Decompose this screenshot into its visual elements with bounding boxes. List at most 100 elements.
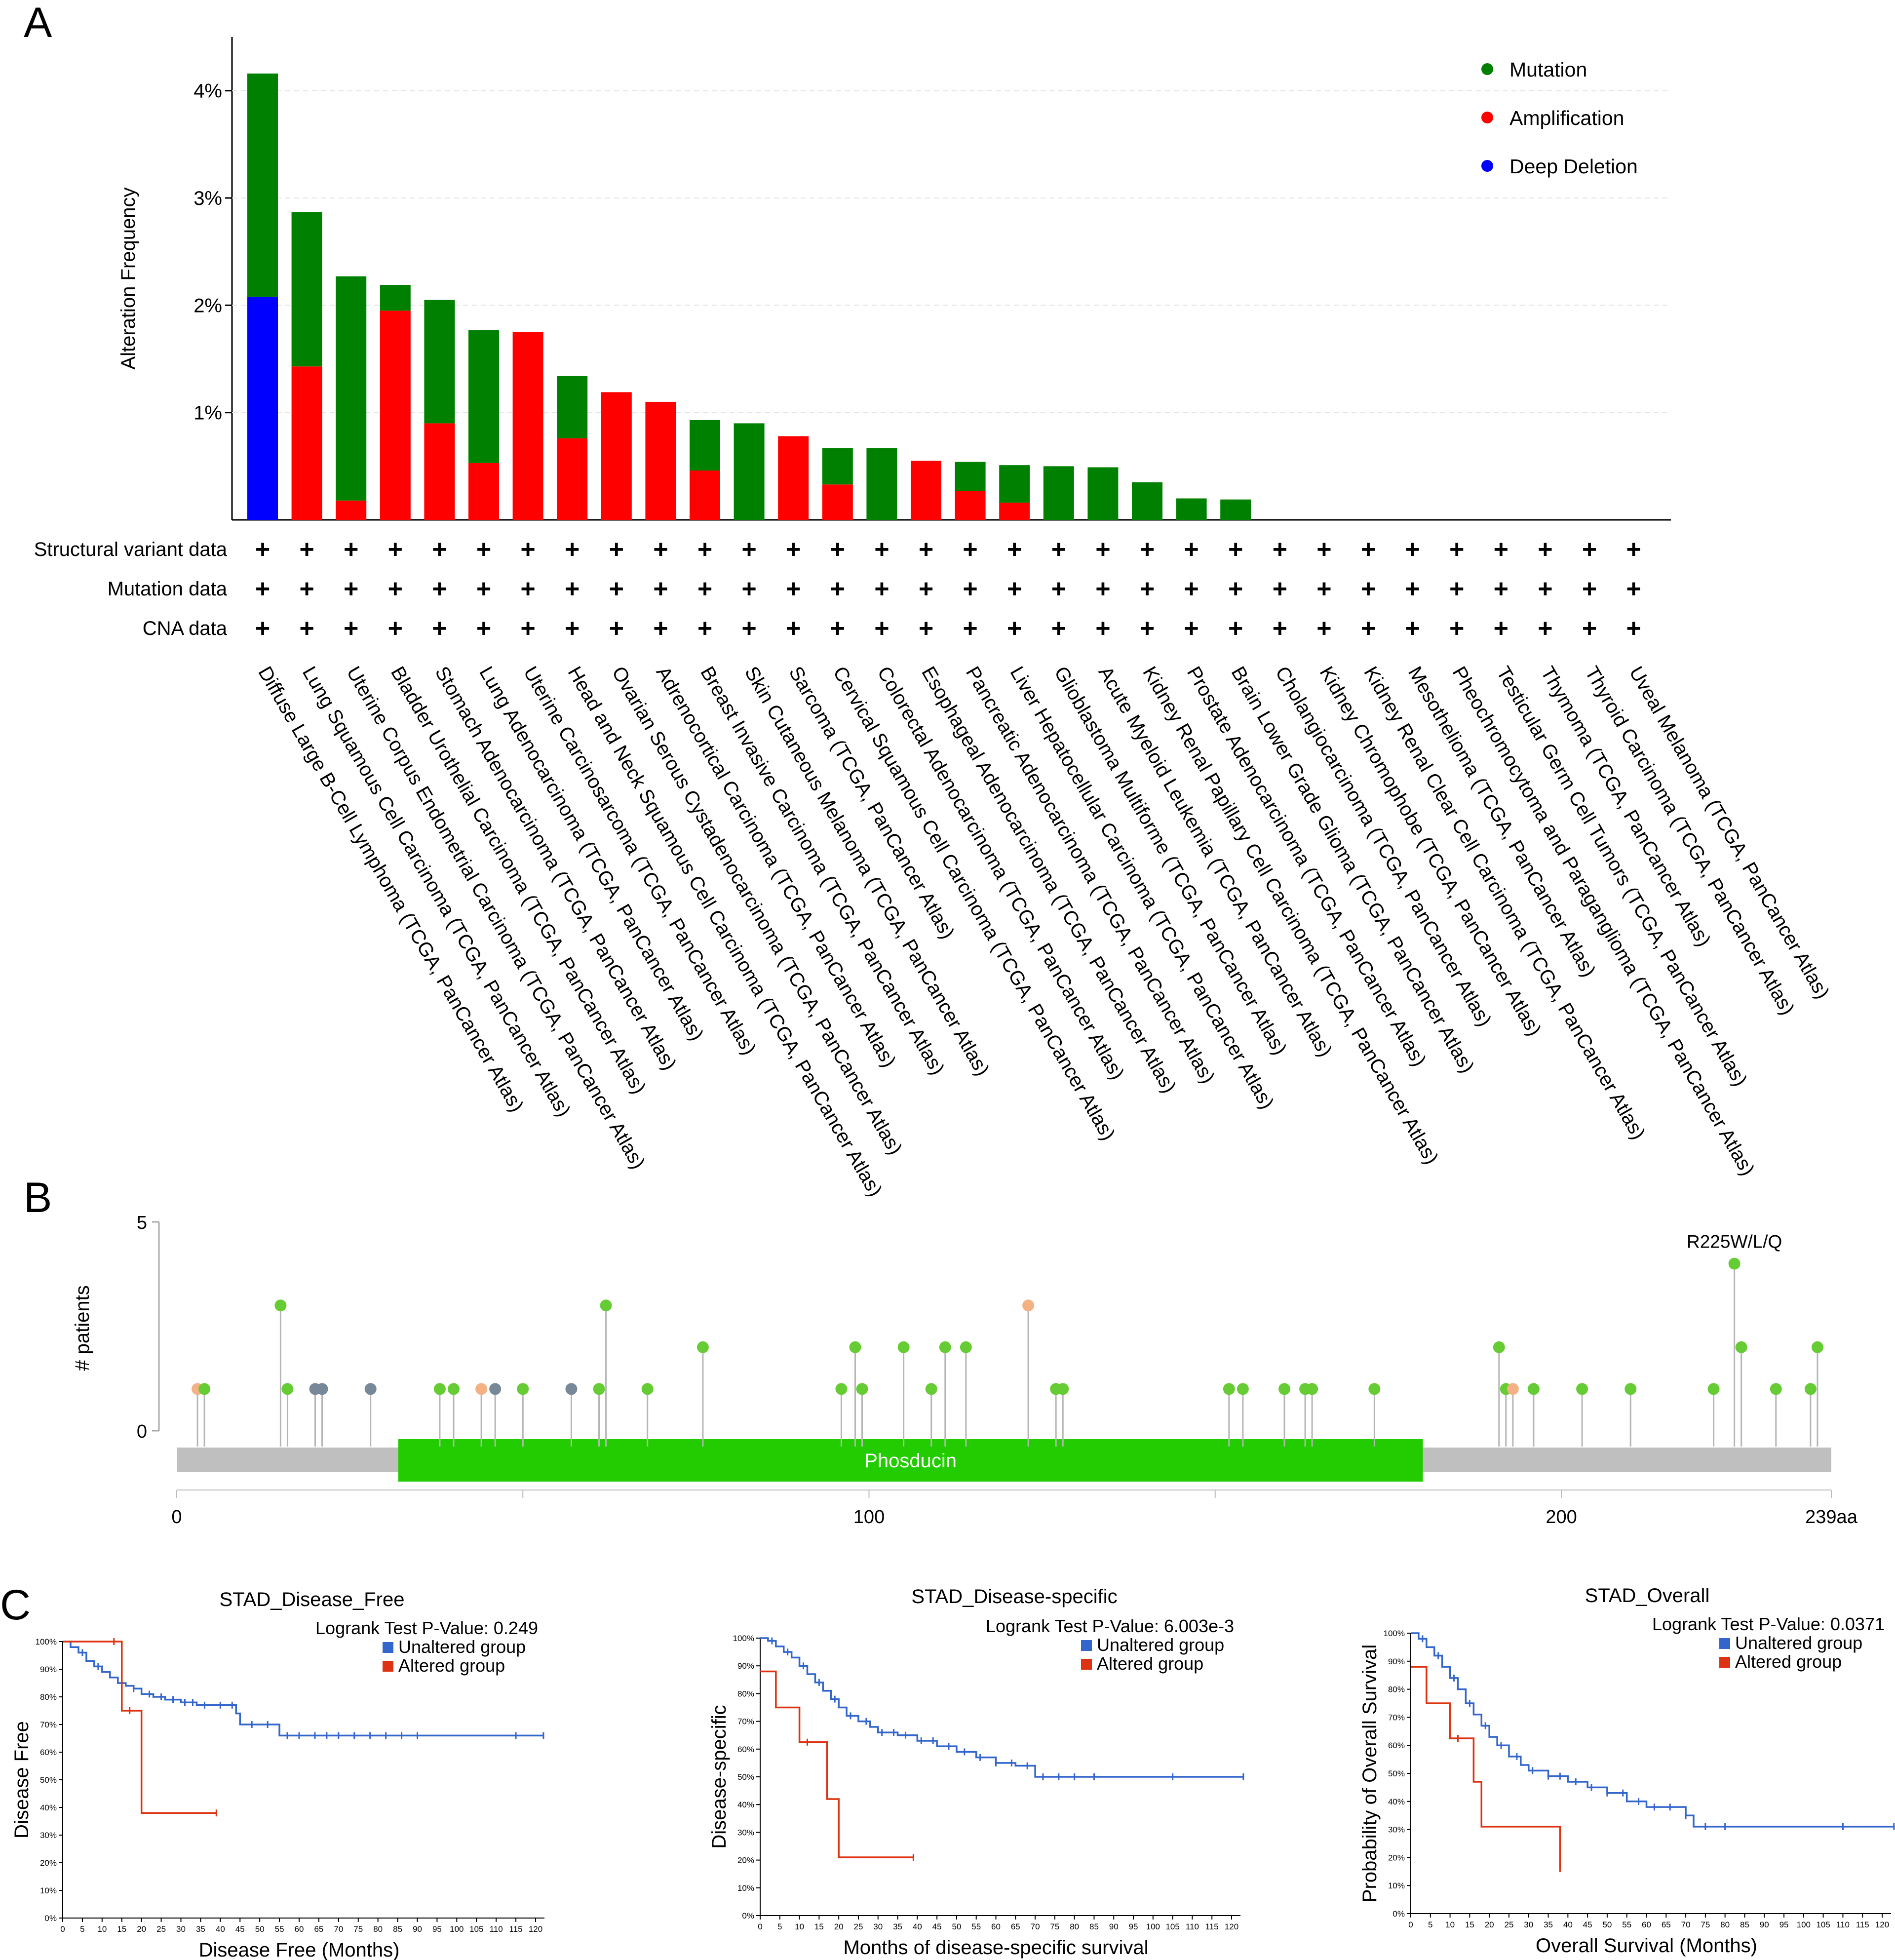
x-tick-label: 115 bbox=[1856, 1920, 1869, 1929]
mutation-point bbox=[1368, 1383, 1381, 1395]
data-availability-marker: + bbox=[1582, 614, 1597, 643]
survival-curve bbox=[63, 1641, 543, 1737]
data-availability-marker: + bbox=[520, 535, 535, 564]
data-availability-marker: + bbox=[1273, 575, 1287, 603]
y-tick-label: 100% bbox=[1384, 1629, 1405, 1638]
bar-mutation bbox=[1220, 499, 1251, 520]
data-availability-marker: + bbox=[1140, 614, 1155, 643]
y-tick-label: 100% bbox=[733, 1634, 754, 1643]
legend-label: Altered group bbox=[1735, 1651, 1842, 1672]
km-title: STAD_Overall bbox=[1585, 1585, 1710, 1607]
y-tick-label: 0% bbox=[44, 1914, 57, 1923]
mutation-point bbox=[856, 1383, 868, 1395]
data-availability-marker: + bbox=[1361, 614, 1376, 643]
data-availability-marker: + bbox=[1095, 535, 1110, 564]
x-tick-label: 35 bbox=[893, 1922, 902, 1931]
data-availability-marker: + bbox=[919, 535, 933, 564]
data-availability-marker: + bbox=[476, 535, 491, 564]
logrank-pvalue: Logrank Test P-Value: 0.249 bbox=[315, 1618, 538, 1638]
mutation-point bbox=[1237, 1383, 1249, 1395]
legend-label: Amplification bbox=[1509, 107, 1624, 129]
mutation-point bbox=[281, 1383, 294, 1395]
mutation-point bbox=[939, 1341, 951, 1353]
data-availability-marker: + bbox=[1582, 535, 1597, 564]
km-plot-disease-free: 0% 10% 20% 30% 40% 50% 60% 70% 80% 90% 100% 0 5 10 15 2… bbox=[11, 1589, 544, 1960]
x-tick-label: 35 bbox=[1544, 1920, 1553, 1929]
panel-c-label: C bbox=[0, 1581, 31, 1629]
bar-amplification bbox=[424, 423, 455, 520]
y-tick-label: 40% bbox=[40, 1803, 57, 1812]
data-availability-marker: + bbox=[388, 535, 403, 564]
y-tick-label: 70% bbox=[737, 1717, 754, 1726]
survival-curve bbox=[760, 1637, 1243, 1778]
x-tick-label: 15 bbox=[117, 1924, 126, 1934]
category-label: Pheochromocytoma and Paraganglioma (TCGA… bbox=[1448, 663, 1759, 1179]
data-availability-marker: + bbox=[741, 614, 756, 643]
mutation-point bbox=[600, 1299, 612, 1312]
x-tick-label: 110 bbox=[490, 1924, 503, 1934]
data-availability-marker: + bbox=[697, 575, 712, 603]
mutation-point bbox=[565, 1383, 578, 1395]
data-availability-marker: + bbox=[1184, 614, 1199, 643]
data-availability-marker: + bbox=[830, 575, 845, 603]
legend-marker bbox=[383, 1642, 393, 1653]
x-tick-label: 10 bbox=[1445, 1920, 1455, 1929]
x-tick-label: 40 bbox=[216, 1924, 225, 1934]
x-tick-label: 95 bbox=[1129, 1922, 1138, 1931]
x-tick-label: 10 bbox=[97, 1924, 107, 1934]
x-tick-label: 0 bbox=[758, 1922, 762, 1931]
x-tick-label: 100 bbox=[1797, 1920, 1811, 1929]
x-tick-label: 110 bbox=[1836, 1920, 1850, 1929]
legend-marker bbox=[1719, 1638, 1730, 1649]
bar-amplification bbox=[468, 463, 499, 520]
bar-mutation bbox=[1087, 467, 1119, 520]
y-tick-label: 0 bbox=[137, 1421, 147, 1442]
data-availability-marker: + bbox=[830, 535, 845, 564]
y-tick-label: 80% bbox=[1388, 1685, 1405, 1694]
x-tick-label: 110 bbox=[1186, 1922, 1199, 1931]
y-axis-label: # patients bbox=[72, 1285, 93, 1371]
data-availability-marker: + bbox=[1449, 535, 1464, 564]
km-title: STAD_Disease_Free bbox=[220, 1589, 405, 1610]
panel-a-label: A bbox=[24, 0, 52, 46]
mutation-point bbox=[198, 1383, 211, 1395]
x-tick-label: 120 bbox=[1875, 1920, 1889, 1929]
data-availability-marker: + bbox=[963, 614, 977, 643]
y-tick-label: 70% bbox=[1388, 1713, 1405, 1722]
x-tick-label: 80 bbox=[373, 1924, 383, 1934]
x-tick-label: 40 bbox=[913, 1922, 922, 1931]
data-availability-marker: + bbox=[1626, 535, 1641, 564]
y-tick-label: 50% bbox=[1388, 1769, 1405, 1778]
legend-label: Deep Deletion bbox=[1509, 155, 1638, 178]
y-tick-label: 100% bbox=[36, 1637, 57, 1646]
y-tick-label: 0% bbox=[1392, 1909, 1405, 1919]
data-availability-marker: + bbox=[609, 535, 624, 564]
data-availability-marker: + bbox=[963, 535, 977, 564]
data-availability-marker: + bbox=[609, 614, 624, 643]
y-tick-label: 4% bbox=[193, 80, 222, 102]
logrank-pvalue: Logrank Test P-Value: 6.003e-3 bbox=[986, 1616, 1234, 1636]
data-availability-marker: + bbox=[1007, 535, 1022, 564]
data-availability-marker: + bbox=[919, 614, 933, 643]
x-tick-label: 80 bbox=[1070, 1922, 1079, 1931]
x-tick-label: 90 bbox=[1109, 1922, 1119, 1931]
x-tick-label: 80 bbox=[1720, 1920, 1730, 1929]
x-tick-label: 20 bbox=[137, 1924, 146, 1934]
bar-amplification bbox=[999, 503, 1030, 520]
bar-deep-deletion bbox=[247, 296, 278, 520]
data-availability-marker: + bbox=[653, 535, 668, 564]
x-tick-label: 90 bbox=[413, 1924, 422, 1934]
bar-mutation bbox=[336, 276, 367, 501]
y-tick-label: 60% bbox=[40, 1748, 57, 1757]
x-tick-label: 15 bbox=[1465, 1920, 1474, 1929]
data-availability-marker: + bbox=[609, 575, 624, 603]
y-tick-label: 5 bbox=[137, 1213, 147, 1233]
mutation-point bbox=[960, 1341, 972, 1353]
y-tick-label: 90% bbox=[737, 1661, 754, 1671]
survival-curve bbox=[760, 1670, 914, 1858]
data-availability-marker: + bbox=[1494, 575, 1508, 603]
y-tick-label: 90% bbox=[1388, 1657, 1405, 1666]
data-availability-marker: + bbox=[1538, 535, 1552, 564]
x-tick-label: 30 bbox=[1524, 1920, 1533, 1929]
data-availability-marker: + bbox=[1051, 575, 1066, 603]
